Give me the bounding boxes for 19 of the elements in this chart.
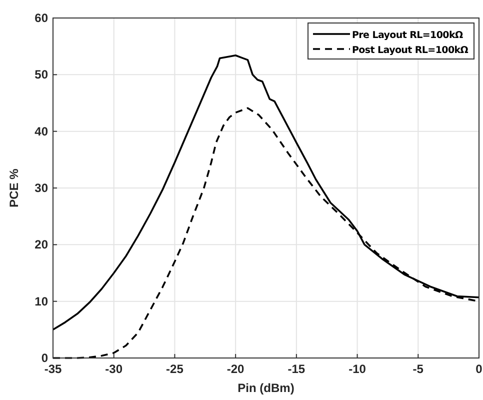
y-tick-label: 20: [34, 238, 48, 252]
x-tick-label: -5: [412, 362, 424, 376]
x-tick-label: -20: [226, 362, 245, 376]
y-tick-label: 30: [34, 181, 48, 195]
y-tick-label: 0: [41, 351, 48, 365]
x-axis-title: Pin (dBm): [238, 381, 294, 395]
legend-label: Pre Layout RL=100kΩ: [352, 30, 463, 41]
x-tick-label: -10: [348, 362, 366, 376]
y-tick-label: 50: [34, 68, 48, 82]
x-tick-label: -35: [44, 362, 62, 376]
x-tick-label: 0: [476, 362, 483, 376]
legend-label: Post Layout RL=100kΩ: [352, 45, 468, 56]
y-tick-label: 10: [34, 294, 48, 308]
x-tick-label: -25: [166, 362, 184, 376]
x-tick-label: -15: [288, 362, 306, 376]
y-axis-title: PCE %: [7, 168, 21, 208]
x-tick-label: -30: [105, 362, 123, 376]
y-tick-label: 60: [34, 11, 48, 25]
y-tick-label: 40: [34, 124, 48, 138]
